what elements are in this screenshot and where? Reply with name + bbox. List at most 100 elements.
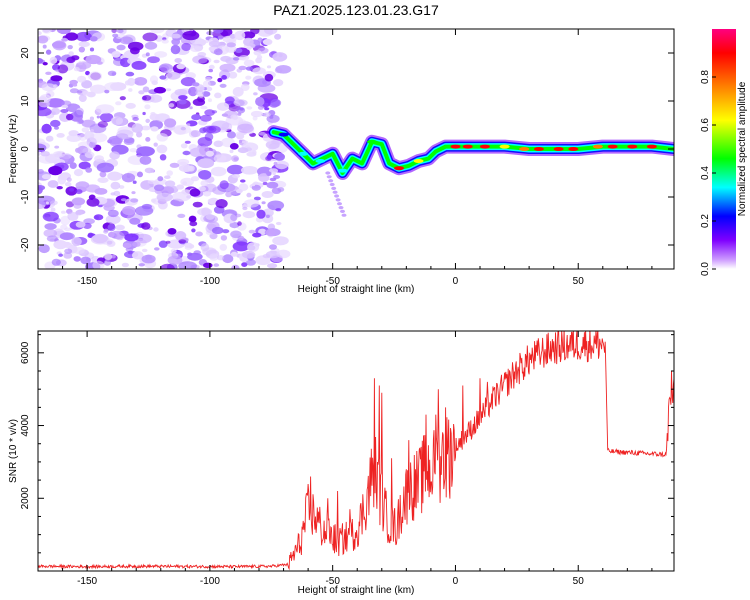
noise-blob — [103, 259, 111, 266]
noise-blob — [130, 47, 140, 55]
noise-blob — [177, 213, 186, 218]
noise-blob — [120, 198, 127, 202]
noise-blob — [184, 140, 191, 144]
noise-blob — [80, 256, 91, 265]
noise-blob — [145, 137, 151, 142]
noise-blob — [144, 41, 158, 50]
noise-blob — [248, 229, 256, 234]
noise-blob — [242, 211, 256, 219]
noise-blob — [115, 231, 125, 241]
noise-blob — [269, 244, 277, 250]
noise-blob — [41, 123, 52, 134]
noise-blob — [96, 115, 101, 119]
noise-blob — [78, 119, 84, 124]
ridge-core — [533, 147, 544, 151]
chart-title: PAZ1.2025.123.01.23.G17 — [273, 2, 439, 18]
noise-blob — [150, 126, 159, 132]
noise-blob — [42, 62, 48, 66]
noise-blob — [69, 79, 78, 85]
noise-blob — [257, 37, 263, 43]
noise-blob — [139, 155, 152, 165]
noise-blob — [47, 180, 59, 188]
noise-blob — [121, 262, 129, 268]
noise-blob — [197, 137, 213, 147]
noise-blob — [328, 179, 334, 183]
noise-blob — [222, 254, 234, 264]
noise-blob — [59, 232, 75, 240]
ridge-core — [627, 144, 638, 149]
noise-blob — [50, 75, 63, 82]
noise-blob — [168, 103, 175, 108]
noise-blob — [174, 58, 182, 63]
noise-blob — [73, 256, 81, 262]
x-tick-label: 0 — [453, 276, 459, 287]
noise-blob — [233, 157, 239, 161]
noise-blob — [129, 148, 138, 153]
noise-blob — [230, 251, 238, 257]
noise-blob — [75, 221, 86, 228]
noise-blob — [337, 202, 342, 206]
noise-blob — [180, 177, 194, 187]
noise-blob — [266, 171, 272, 176]
noise-blob — [203, 262, 213, 268]
noise-blob — [149, 113, 160, 121]
noise-blob — [99, 171, 107, 178]
noise-blob — [208, 68, 213, 73]
ridge-core — [450, 144, 461, 149]
noise-blob — [166, 170, 173, 176]
noise-blob — [61, 104, 69, 109]
x-tick-label: -150 — [77, 276, 97, 287]
noise-blob — [188, 86, 198, 97]
noise-blob — [331, 186, 337, 190]
noise-blob — [159, 75, 167, 80]
noise-blob — [243, 199, 260, 208]
noise-blob — [60, 109, 69, 113]
noise-blob — [48, 165, 63, 176]
noise-blob — [115, 224, 125, 231]
noise-blob — [153, 142, 158, 147]
noise-blob — [275, 208, 282, 212]
noise-blob — [209, 253, 219, 261]
noise-blob — [144, 167, 155, 174]
noise-blob — [237, 123, 254, 134]
noise-blob — [94, 155, 105, 162]
noise-blob — [135, 233, 152, 244]
noise-blob — [229, 143, 239, 150]
snr-line — [38, 331, 674, 571]
noise-blob — [265, 140, 280, 150]
noise-blob — [197, 158, 215, 169]
noise-blob — [197, 208, 213, 216]
noise-blob — [111, 51, 121, 58]
noise-blob — [112, 33, 119, 38]
noise-blob — [164, 175, 171, 179]
noise-blob — [264, 29, 278, 35]
noise-blob — [217, 77, 223, 83]
noise-blob — [208, 64, 215, 70]
noise-blob — [132, 241, 141, 247]
noise-blob — [66, 56, 76, 64]
noise-blob — [258, 173, 270, 183]
noise-blob — [89, 47, 95, 52]
noise-blob — [264, 73, 274, 82]
noise-blob — [237, 221, 242, 226]
noise-blob — [129, 217, 141, 225]
noise-blob — [95, 104, 115, 114]
noise-blob — [103, 228, 109, 233]
noise-blob — [192, 55, 208, 64]
noise-blob — [176, 184, 185, 190]
noise-blob — [157, 176, 164, 182]
noise-blob — [148, 94, 163, 103]
noise-blob — [252, 232, 262, 238]
noise-blob — [160, 263, 175, 269]
noise-blob — [154, 247, 160, 251]
noise-blob — [38, 154, 57, 164]
noise-blob — [241, 31, 256, 39]
noise-blob — [243, 37, 254, 47]
noise-blob — [88, 71, 103, 81]
noise-blob — [210, 166, 227, 177]
snr-ticks: -150 -100 -50 0 50 2000 4000 6000 — [20, 331, 674, 587]
noise-blob — [127, 250, 133, 255]
noise-blob — [215, 199, 228, 209]
noise-blob — [50, 119, 61, 128]
